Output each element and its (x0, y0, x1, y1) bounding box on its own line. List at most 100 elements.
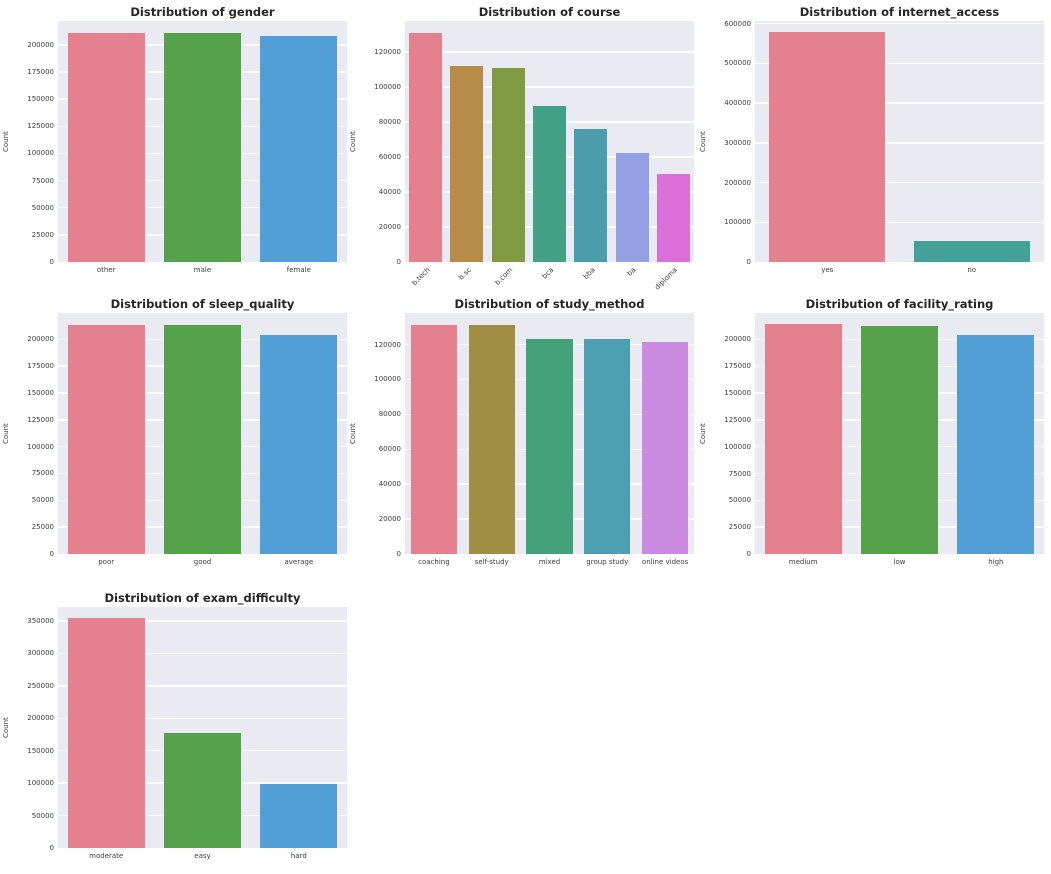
chart-title: Distribution of study_method (454, 297, 645, 311)
y-tick-label: 25000 (728, 523, 751, 532)
bar-poor (67, 324, 145, 554)
y-tick-label: 125000 (724, 415, 751, 424)
chart-title: Distribution of course (478, 5, 621, 19)
gridline (58, 717, 347, 720)
y-tick-label: 175000 (27, 362, 54, 371)
plot-area (405, 313, 694, 554)
y-tick-label: 175000 (27, 68, 54, 77)
y-tick-label: 200000 (27, 714, 54, 723)
y-tick-label: 50000 (728, 496, 751, 505)
y-tick-label: 100000 (27, 779, 54, 788)
y-tick-label: 100000 (724, 218, 751, 227)
y-tick-label: 50000 (31, 203, 54, 212)
y-tick-label: 500000 (724, 59, 751, 68)
bar-high (957, 335, 1035, 554)
chart-distribution-of-sleep-quality: Distribution of sleep_quality Count 0 25000… (0, 292, 350, 580)
y-axis-label: Count (699, 423, 707, 444)
y-tick-label: 75000 (31, 176, 54, 185)
y-tick-label: 0 (396, 550, 401, 558)
bar-b-com (491, 67, 525, 262)
bar-online-videos (641, 341, 689, 554)
y-axis-label: Count (2, 423, 10, 444)
gridline (755, 142, 1044, 144)
y-tick-label: 600000 (724, 19, 751, 28)
x-tick-label: online videos (641, 558, 689, 566)
chart-title: Distribution of internet_access (799, 5, 1000, 19)
x-tick-label: bba (581, 266, 597, 281)
bar-hard (260, 783, 338, 848)
bar-b-sc (450, 65, 484, 262)
y-tick-label: 150000 (724, 389, 751, 398)
gridline (58, 685, 347, 687)
gridline (755, 181, 1044, 184)
x-tick-label: easy (194, 852, 211, 860)
y-tick-label: 40000 (378, 187, 401, 196)
bar-other (67, 32, 145, 262)
y-axis-label: Count (349, 423, 357, 444)
y-tick-label: 200000 (724, 335, 751, 344)
bar-b-tech (409, 32, 443, 262)
gridline (755, 102, 1044, 104)
y-tick-label: 0 (396, 258, 401, 266)
x-tick-label: mixed (538, 558, 561, 566)
chart-distribution-of-gender: Distribution of gender Count 0 25000 50000 75… (0, 0, 350, 288)
y-tick-label: 60000 (378, 152, 401, 161)
x-tick-label: good (193, 558, 212, 566)
plot-area (405, 21, 694, 262)
y-tick-label: 50000 (31, 496, 54, 505)
chart-title: Distribution of gender (130, 5, 275, 19)
y-tick-label: 200000 (724, 178, 751, 187)
y-tick-label: 175000 (724, 362, 751, 371)
plot-area (755, 21, 1044, 262)
gridline (58, 652, 347, 655)
chart-distribution-of-course: Distribution of course Count 0 20000 40000 60… (347, 0, 697, 292)
chart-title: Distribution of sleep_quality (110, 297, 295, 311)
y-tick-label: 150000 (27, 95, 54, 104)
bar-no (913, 241, 1030, 262)
y-tick-label: 0 (49, 550, 54, 558)
y-tick-label: 100000 (27, 442, 54, 451)
bar-easy (163, 733, 242, 848)
bar-ba (615, 152, 649, 262)
bar-female (260, 35, 338, 262)
bar-group-study (584, 339, 631, 554)
bar-diploma (656, 173, 690, 262)
bar-male (163, 33, 242, 262)
x-tick-label: female (286, 266, 311, 274)
y-tick-label: 100000 (27, 149, 54, 158)
plot-area (755, 313, 1044, 554)
plot-area (58, 313, 347, 554)
x-tick-label: moderate (89, 852, 124, 860)
y-tick-label: 40000 (378, 480, 401, 489)
x-tick-label: b.com (492, 266, 514, 287)
bar-bba (574, 128, 608, 262)
y-tick-label: 25000 (31, 230, 54, 239)
y-tick-label: 100000 (374, 82, 401, 91)
y-tick-label: 300000 (27, 649, 54, 658)
plot-area (58, 607, 347, 848)
y-tick-label: 100000 (724, 442, 751, 451)
y-tick-label: 80000 (378, 410, 401, 419)
y-tick-label: 100000 (374, 375, 401, 384)
gridline (405, 51, 694, 53)
bar-medium (764, 324, 842, 554)
plot-area (58, 21, 347, 262)
y-tick-label: 300000 (724, 138, 751, 147)
bar-average (260, 335, 338, 554)
x-tick-label: diploma (653, 266, 680, 292)
gridline (755, 221, 1044, 224)
bar-bca (532, 106, 566, 262)
empty-cell (347, 586, 697, 874)
y-tick-label: 0 (49, 258, 54, 266)
x-tick-label: high (988, 558, 1004, 566)
chart-title: Distribution of exam_difficulty (104, 591, 301, 605)
y-tick-label: 80000 (378, 117, 401, 126)
y-tick-label: 120000 (374, 340, 401, 349)
y-tick-label: 125000 (27, 122, 54, 131)
x-tick-label: other (96, 266, 116, 274)
y-tick-label: 0 (746, 258, 751, 266)
x-tick-label: b.sc (456, 266, 473, 282)
chart-distribution-of-facility-rating: Distribution of facility_rating Count 0 250… (697, 292, 1047, 580)
bar-moderate (67, 618, 145, 848)
